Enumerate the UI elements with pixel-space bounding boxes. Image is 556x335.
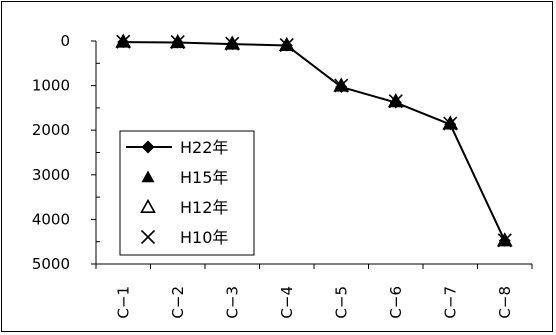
legend-marker-0 — [141, 140, 155, 154]
x-tick-label: C−3 — [223, 286, 241, 319]
x-tick-label: C−5 — [332, 286, 350, 319]
data-point-s0-6 — [444, 118, 457, 131]
legend-marker-1 — [141, 170, 155, 183]
x-tick-label: C−6 — [387, 286, 405, 319]
legend-label-3: H10年 — [180, 228, 228, 247]
data-point-s0-2 — [226, 38, 239, 51]
x-tick-label: C−8 — [496, 286, 514, 319]
legend-label-1: H15年 — [180, 168, 228, 187]
y-tick-label: 3000 — [32, 166, 70, 184]
legend-marker-3-stroke — [140, 229, 156, 245]
y-tick-label: 5000 — [32, 255, 70, 273]
data-point-s0-1 — [171, 36, 184, 49]
legend-marker-2 — [140, 198, 156, 213]
y-tick-label: 2000 — [32, 121, 70, 139]
x-tick-label: C−1 — [114, 286, 132, 319]
legend — [119, 130, 255, 256]
y-tick-label: 0 — [60, 32, 70, 50]
data-point-s0-4 — [335, 80, 348, 93]
x-tick-label: C−4 — [278, 286, 296, 319]
x-tick-label: C−2 — [169, 286, 187, 319]
data-point-s0-5 — [389, 96, 402, 109]
legend-label-0: H22年 — [180, 138, 228, 157]
legend-marker-3 — [140, 229, 156, 245]
series-line-0 — [123, 41, 506, 242]
data-point-s0-0 — [117, 36, 130, 49]
y-tick-label: 1000 — [32, 77, 70, 95]
data-point-s0-3 — [280, 39, 293, 52]
y-tick-label: 4000 — [32, 210, 70, 228]
data-point-s0-7 — [498, 234, 511, 247]
x-tick-label: C−7 — [441, 286, 459, 319]
legend-label-2: H12年 — [180, 198, 228, 217]
